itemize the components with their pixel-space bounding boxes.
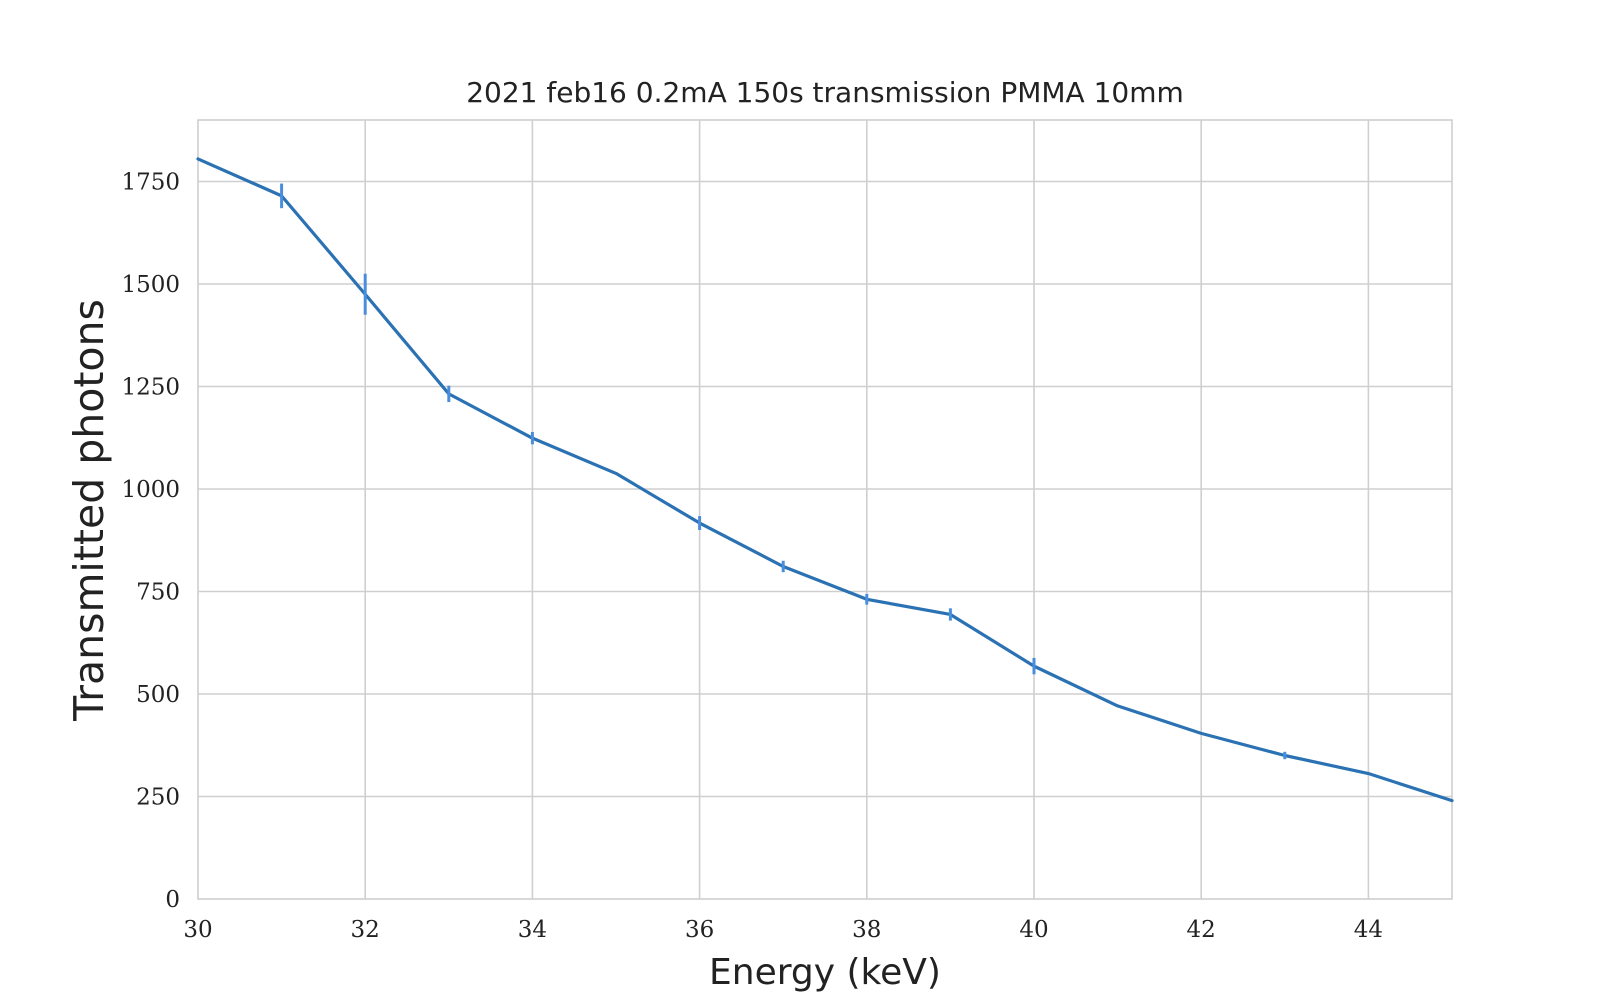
x-tick-label: 38 <box>852 917 881 943</box>
y-axis-label: Transmitted photons <box>65 299 113 722</box>
x-axis-label: Energy (keV) <box>709 952 941 993</box>
y-tick-label: 0 <box>165 887 180 913</box>
y-tick-label: 1250 <box>121 375 180 401</box>
y-tick-label: 750 <box>136 580 180 606</box>
chart-title: 2021 feb16 0.2mA 150s transmission PMMA … <box>466 76 1184 109</box>
x-tick-label: 34 <box>518 917 547 943</box>
x-tick-label: 36 <box>685 917 714 943</box>
x-tick-labels: 30 32 34 36 38 40 42 44 <box>183 917 1383 943</box>
x-tick-label: 42 <box>1187 917 1216 943</box>
x-tick-label: 30 <box>183 917 212 943</box>
y-tick-label: 1750 <box>121 170 180 196</box>
y-tick-label: 1000 <box>121 477 180 503</box>
y-tick-label: 250 <box>136 785 180 811</box>
series-layer <box>196 157 1454 803</box>
plot-frame <box>197 119 1453 900</box>
x-tick-label: 44 <box>1354 917 1383 943</box>
x-tick-label: 40 <box>1019 917 1048 943</box>
y-tick-labels: 0 250 500 750 1000 1250 1500 1750 <box>121 170 180 914</box>
y-tick-label: 1500 <box>121 272 180 298</box>
series-line <box>196 157 1454 803</box>
grid <box>198 120 1452 899</box>
y-tick-label: 500 <box>136 682 180 708</box>
x-tick-label: 32 <box>351 917 380 943</box>
